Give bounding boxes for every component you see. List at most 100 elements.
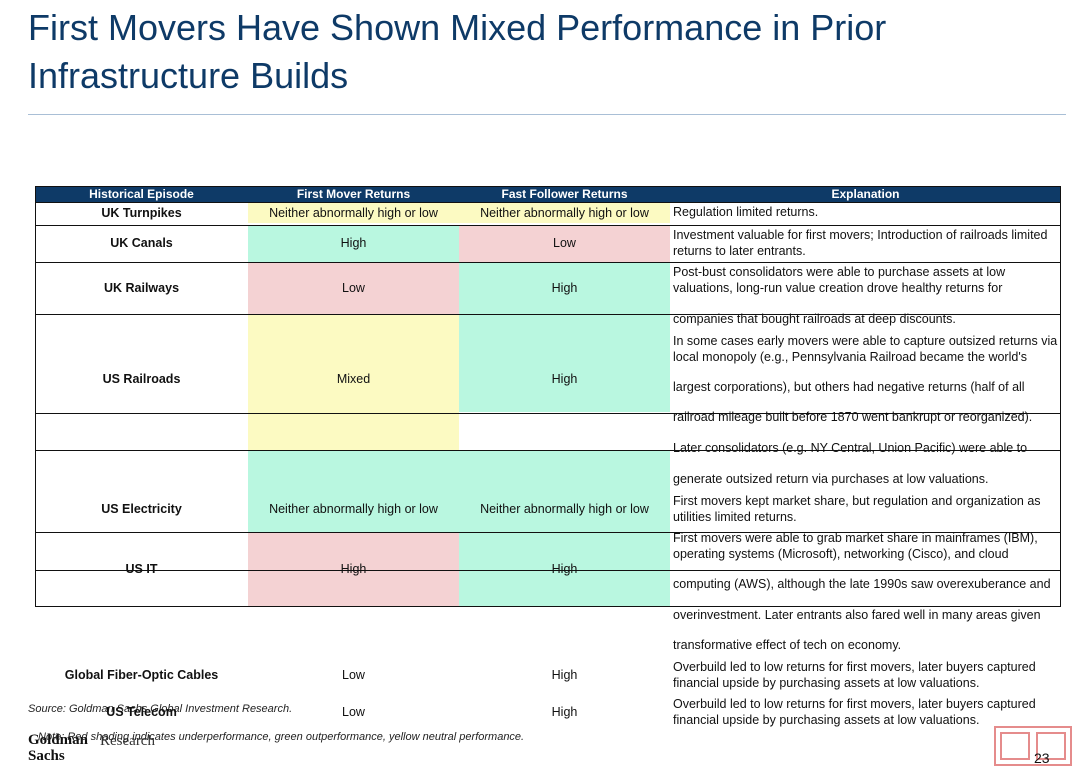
row-divider [35, 413, 1061, 414]
row-us-it-fast-follower: High [551, 562, 578, 576]
row-us-it-episode: US IT [125, 562, 158, 576]
row-us-telecom-explanation: Overbuild led to low returns for first m… [673, 697, 1036, 728]
row-us-railroads-explanation-cont: railroad mileage built before 1870 went … [673, 410, 1032, 426]
explanation-line: overinvestment. Later entrants also fare… [673, 608, 1041, 622]
row-uk-canals-episode: UK Canals [110, 236, 173, 250]
row-fiber-optic-episode: Global Fiber-Optic Cables [64, 668, 219, 682]
row-uk-canals-first-mover: High [340, 236, 367, 250]
us-electricity-first-mover-fill [248, 451, 459, 532]
explanation-line: transformative effect of tech on economy… [673, 638, 902, 652]
row-uk-railways-explanation: Post-bust consolidators were able to pur… [673, 265, 1005, 296]
row-divider [35, 570, 1061, 571]
row-us-telecom-episode: US Telecom [106, 705, 177, 719]
row-us-railroads-explanation: In some cases early movers were able to … [673, 334, 1057, 365]
page-number: 23 [1034, 750, 1050, 766]
goldman-sachs-logo: Goldman Sachs [28, 732, 88, 764]
row-divider [35, 225, 1061, 226]
row-us-railroads-episode: US Railroads [102, 372, 181, 386]
explanation-line: First movers kept market share, but regu… [673, 494, 1041, 508]
logo-line-2: Sachs [28, 748, 65, 764]
row-us-electricity-episode: US Electricity [101, 502, 182, 516]
explanation-line: Regulation limited returns. [673, 205, 819, 219]
header-explanation: Explanation [831, 187, 900, 201]
row-fiber-optic-first-mover: Low [342, 668, 365, 682]
us-railroads-fast-follower-fill [459, 315, 670, 412]
row-us-railroads-explanation-cont: largest corporations), but others had ne… [673, 380, 1025, 396]
row-divider [35, 202, 1061, 203]
row-us-electricity-explanation: First movers kept market share, but regu… [673, 494, 1041, 525]
uk-canals-first-mover-fill [248, 226, 459, 262]
explanation-line: computing (AWS), although the late 1990s… [673, 577, 1051, 591]
us-it-fast-follower-fill [459, 533, 670, 606]
row-fiber-optic-explanation: Overbuild led to low returns for first m… [673, 660, 1036, 691]
row-us-electricity-first-mover: Neither abnormally high or low [269, 502, 438, 516]
row-uk-canals-fast-follower: Low [553, 236, 576, 250]
row-us-railroads-explanation-cont: generate outsized return via purchases a… [673, 472, 988, 488]
row-fiber-optic-fast-follower: High [551, 668, 578, 682]
header-historical-episode: Historical Episode [89, 187, 194, 201]
explanation-line: valuations, long-run value creation drov… [673, 280, 1003, 295]
row-uk-railways-first-mover: Low [342, 281, 365, 295]
row-us-telecom-first-mover: Low [342, 705, 365, 719]
row-uk-canals-explanation: Investment valuable for first movers; In… [673, 228, 1047, 259]
page-title: First Movers Have Shown Mixed Performanc… [28, 4, 1048, 100]
uk-railways-first-mover-fill [248, 263, 459, 314]
explanation-line: Later consolidators (e.g. NY Central, Un… [673, 441, 1028, 455]
row-us-railroads-explanation-cont: Later consolidators (e.g. NY Central, Un… [673, 441, 1027, 457]
research-label: Research [100, 733, 155, 749]
row-us-it-first-mover: High [340, 562, 367, 576]
logo-line-1: Goldman [28, 732, 89, 748]
uk-railways-fast-follower-fill [459, 263, 670, 314]
row-us-it-explanation: First movers were able to grab market sh… [673, 531, 1038, 562]
row-us-it-explanation-overflow: transformative effect of tech on economy… [673, 638, 901, 654]
row-uk-turnpikes-explanation: Regulation limited returns. [673, 205, 818, 221]
header-fast-follower-returns: Fast Follower Returns [501, 187, 628, 201]
explanation-line: local monopoly (e.g., Pennsylvania Railr… [673, 349, 1027, 364]
explanation-line: Investment valuable for first movers; In… [673, 228, 1048, 242]
row-divider [35, 262, 1061, 263]
row-us-railroads-fast-follower: High [551, 372, 578, 386]
explanation-line: generate outsized return via purchases a… [673, 472, 989, 486]
title-line-1: First Movers Have Shown Mixed Performanc… [28, 7, 887, 48]
explanation-line: Post-bust consolidators were able to pur… [673, 265, 1006, 279]
row-uk-railways-explanation-overflow: companies that bought railroads at deep … [673, 312, 956, 328]
row-us-it-explanation-overflow: overinvestment. Later entrants also fare… [673, 608, 1041, 624]
uk-turnpikes-first-mover-fill [248, 203, 459, 223]
title-divider [28, 114, 1066, 115]
uk-turnpikes-fast-follower-fill [459, 203, 670, 223]
shading-note: Note: Red shading indicates underperform… [38, 731, 525, 743]
header-first-mover-returns: First Mover Returns [296, 187, 411, 201]
row-uk-railways-fast-follower: High [551, 281, 578, 295]
explanation-line: largest corporations), but others had ne… [673, 380, 1025, 394]
explanation-line: railroad mileage built before 1870 went … [673, 410, 1033, 424]
explanation-line: utilities limited returns. [673, 509, 797, 524]
table-header: Historical Episode First Mover Returns F… [35, 186, 1061, 202]
stamp-glyph-right [1036, 732, 1066, 760]
title-line-2: Infrastructure Builds [28, 55, 349, 96]
explanation-line: First movers were able to grab market sh… [673, 531, 1038, 545]
watermark-stamp [994, 726, 1072, 766]
row-us-electricity-fast-follower: Neither abnormally high or low [480, 502, 649, 516]
us-it-first-mover-fill [248, 533, 459, 606]
comparison-table: Historical Episode First Mover Returns F… [35, 186, 1061, 607]
source-note: Source: Goldman Sachs Global Investment … [28, 703, 293, 715]
row-uk-turnpikes-first-mover: Neither abnormally high or low [269, 206, 438, 220]
row-uk-turnpikes-episode: UK Turnpikes [101, 206, 182, 220]
explanation-line: returns to later entrants. [673, 243, 806, 258]
explanation-line: companies that bought railroads at deep … [673, 312, 956, 326]
stamp-glyph-left [1000, 732, 1030, 760]
explanation-line: Overbuild led to low returns for first m… [673, 660, 1036, 674]
row-divider [35, 532, 1061, 533]
row-us-it-explanation-cont: computing (AWS), although the late 1990s… [673, 577, 1051, 593]
us-electricity-fast-follower-fill [459, 451, 670, 532]
row-uk-turnpikes-fast-follower: Neither abnormally high or low [480, 206, 649, 220]
uk-canals-fast-follower-fill [459, 226, 670, 262]
row-us-railroads-first-mover: Mixed [336, 372, 371, 386]
explanation-line: operating systems (Microsoft), networkin… [673, 546, 1009, 561]
explanation-line: financial upside by purchasing assets at… [673, 675, 980, 690]
explanation-line: In some cases early movers were able to … [673, 334, 1058, 348]
row-divider [35, 450, 1061, 451]
row-uk-railways-episode: UK Railways [103, 281, 180, 295]
row-divider [35, 314, 1061, 315]
us-railroads-first-mover-fill [248, 315, 459, 450]
